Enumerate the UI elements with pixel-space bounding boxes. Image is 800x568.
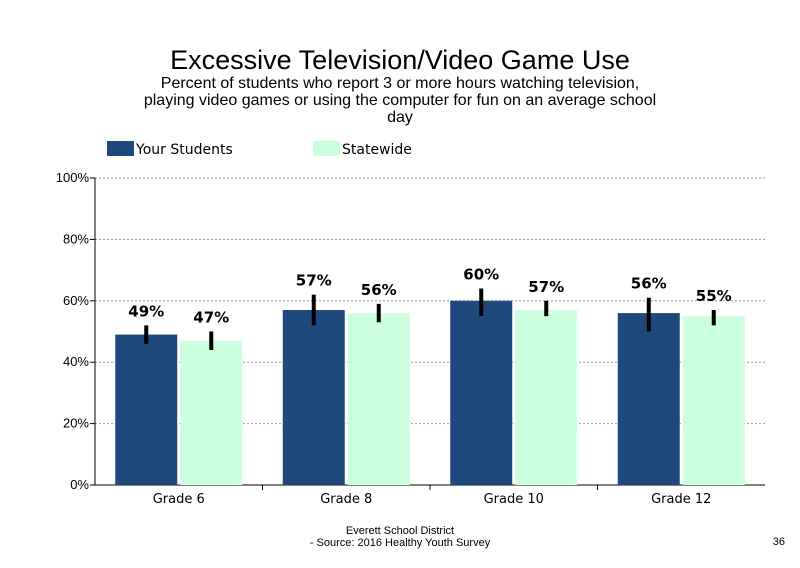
subtitle-line: playing video games or using the compute… <box>143 92 657 109</box>
bar <box>347 313 410 485</box>
bar <box>282 310 345 485</box>
data-label: 56% <box>631 275 667 293</box>
y-tick-label: 60% <box>63 293 89 308</box>
y-tick-label: 20% <box>63 416 89 431</box>
x-tick-label: Grade 10 <box>484 492 544 507</box>
y-tick-label: 80% <box>63 231 89 246</box>
bar <box>115 334 178 485</box>
data-label: 60% <box>463 266 499 284</box>
y-tick-label: 40% <box>63 354 89 369</box>
bar <box>180 340 243 485</box>
y-tick-label: 100% <box>56 170 90 185</box>
y-tick-label: 0% <box>70 477 89 492</box>
chart-subtitle: Percent of students who report 3 or more… <box>120 75 680 126</box>
data-label: 57% <box>528 278 564 296</box>
bar <box>515 310 578 485</box>
x-tick-label: Grade 8 <box>320 492 372 507</box>
subtitle-line: Percent of students who report 3 or more… <box>160 75 640 92</box>
subtitle-line: day <box>387 109 413 126</box>
footer-source: - Source: 2016 Healthy Youth Survey <box>309 537 491 549</box>
footer: Everett School District - Source: 2016 H… <box>0 525 800 549</box>
data-label: 56% <box>361 281 397 299</box>
bar <box>617 313 680 485</box>
legend-swatch <box>313 141 340 156</box>
data-label: 57% <box>296 272 332 290</box>
legend-label: Your Students <box>135 142 233 158</box>
footer-district: Everett School District <box>345 525 455 537</box>
data-label: 47% <box>193 309 229 327</box>
legend-swatch <box>107 141 134 156</box>
chart-title: Excessive Television/Video Game Use <box>170 45 630 75</box>
legend-label: Statewide <box>342 142 412 158</box>
bar <box>682 316 745 485</box>
bar <box>450 300 513 485</box>
data-label: 55% <box>696 287 732 305</box>
x-tick-label: Grade 12 <box>651 492 711 507</box>
data-label: 49% <box>128 302 164 320</box>
x-tick-label: Grade 6 <box>153 492 205 507</box>
page-number: 36 <box>772 536 785 548</box>
